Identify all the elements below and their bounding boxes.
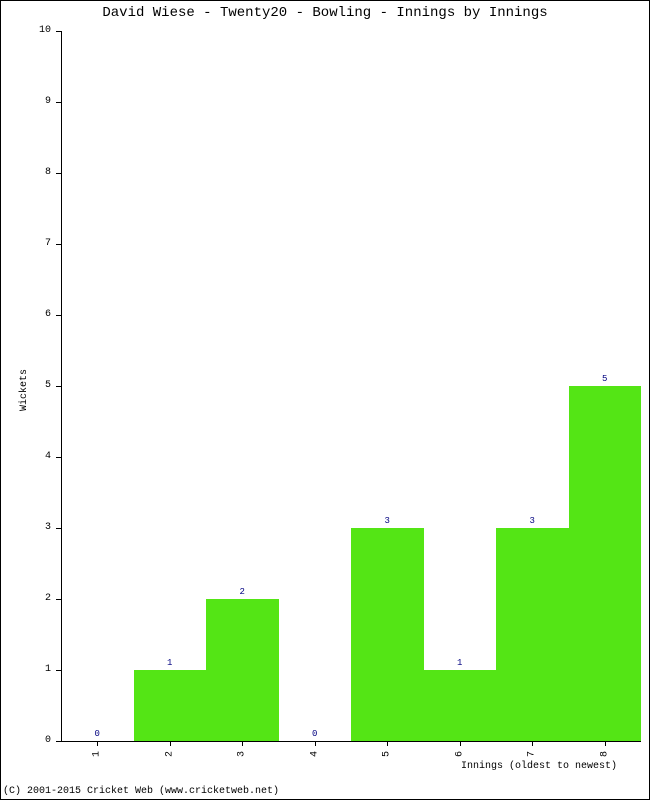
x-axis-line (61, 741, 641, 742)
y-tick (56, 528, 61, 529)
bar (134, 670, 207, 741)
bar-value-label: 3 (530, 516, 535, 526)
y-tick-label: 0 (45, 735, 51, 746)
bar (496, 528, 569, 741)
x-tick (532, 741, 533, 746)
chart-container: David Wiese - Twenty20 - Bowling - Innin… (0, 0, 650, 800)
x-tick-label: 3 (237, 751, 248, 757)
x-axis-title: Innings (oldest to newest) (461, 761, 617, 772)
y-tick-label: 3 (45, 522, 51, 533)
x-tick-label: 7 (527, 751, 538, 757)
x-tick-label: 6 (454, 751, 465, 757)
y-tick (56, 599, 61, 600)
bar-value-label: 2 (240, 587, 245, 597)
y-axis-title: Wickets (19, 369, 30, 411)
y-tick-label: 5 (45, 380, 51, 391)
x-tick (387, 741, 388, 746)
chart-title: David Wiese - Twenty20 - Bowling - Innin… (1, 5, 649, 21)
x-tick (170, 741, 171, 746)
y-tick-label: 6 (45, 309, 51, 320)
x-tick-label: 4 (309, 751, 320, 757)
y-tick-label: 9 (45, 96, 51, 107)
y-axis-line (61, 31, 62, 741)
bar-value-label: 1 (167, 658, 172, 668)
bar-value-label: 3 (385, 516, 390, 526)
y-tick-label: 7 (45, 238, 51, 249)
y-tick (56, 102, 61, 103)
bar-value-label: 5 (602, 374, 607, 384)
y-tick (56, 457, 61, 458)
y-tick (56, 244, 61, 245)
y-tick-label: 1 (45, 664, 51, 675)
bar-value-label: 0 (312, 729, 317, 739)
y-tick (56, 670, 61, 671)
x-tick-label: 8 (599, 751, 610, 757)
x-tick (605, 741, 606, 746)
credit-text: (C) 2001-2015 Cricket Web (www.cricketwe… (3, 786, 279, 797)
y-tick-label: 8 (45, 167, 51, 178)
bar (569, 386, 642, 741)
bar (206, 599, 279, 741)
y-tick-label: 10 (39, 25, 51, 36)
y-tick (56, 315, 61, 316)
x-tick (242, 741, 243, 746)
x-tick (97, 741, 98, 746)
x-tick-label: 2 (164, 751, 175, 757)
bar-value-label: 1 (457, 658, 462, 668)
y-tick (56, 173, 61, 174)
y-tick-label: 4 (45, 451, 51, 462)
x-tick (315, 741, 316, 746)
y-tick (56, 741, 61, 742)
bar-value-label: 0 (95, 729, 100, 739)
y-tick (56, 386, 61, 387)
bar (351, 528, 424, 741)
x-tick-label: 5 (382, 751, 393, 757)
x-tick (460, 741, 461, 746)
x-tick-label: 1 (92, 751, 103, 757)
bar (424, 670, 497, 741)
y-tick-label: 2 (45, 593, 51, 604)
y-tick (56, 31, 61, 32)
